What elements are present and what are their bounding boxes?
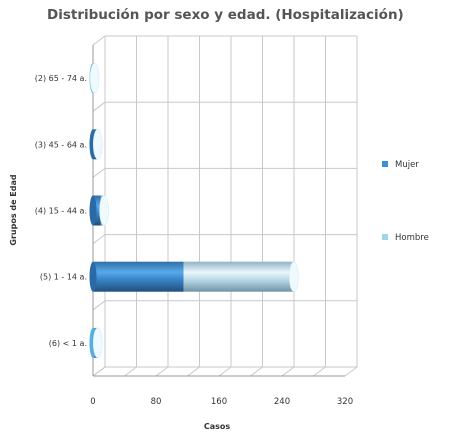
x-tick-label: 80 — [151, 397, 162, 407]
bar-cap-start — [89, 195, 97, 226]
y-tick-label: (4) 15 - 44 a. — [35, 207, 87, 216]
side-wall-line — [92, 35, 106, 46]
y-axis-title: Grupos de Edad — [9, 174, 18, 246]
y-tick-label: (6) < 1 a. — [49, 339, 87, 348]
x-tick-label: 160 — [211, 397, 227, 407]
x-tick-label: 320 — [337, 397, 353, 407]
side-wall-line — [92, 101, 106, 112]
bar-cap-end — [289, 261, 299, 292]
x-tick-label: 0 — [90, 397, 95, 407]
y-tick-label: (2) 65 - 74 a. — [35, 74, 87, 83]
bar-cap-end — [99, 195, 109, 226]
floor-grid-line — [218, 366, 232, 377]
side-wall-line — [92, 167, 106, 178]
bar-cap-end — [92, 129, 103, 160]
side-wall-line — [92, 234, 106, 245]
legend-swatch-mujer — [382, 161, 388, 167]
floor-grid-line — [313, 366, 326, 377]
y-axis-labels: (2) 65 - 74 a. (3) 45 - 64 a. (4) 15 - 44 … — [35, 74, 87, 348]
legend-swatch-hombre — [382, 234, 388, 240]
bar-cap-end — [89, 62, 100, 94]
y-tick-label: (5) 1 - 14 a. — [40, 273, 87, 282]
floor-grid-line — [344, 366, 358, 377]
floor-grid-line — [281, 366, 295, 377]
x-axis-ticks: 0 80 160 240 320 — [90, 397, 353, 407]
y-tick-label: (3) 45 - 64 a. — [35, 140, 87, 149]
x-tick-label: 240 — [274, 397, 290, 407]
x-axis-title: Casos — [204, 422, 231, 431]
bar-cap-start — [89, 261, 97, 292]
legend: Mujer Hombre — [382, 160, 429, 243]
chart-title: Distribución por sexo y edad. (Hospitali… — [47, 7, 404, 23]
legend-label-hombre: Hombre — [395, 233, 429, 243]
plot-grid — [92, 35, 358, 377]
side-wall-line — [92, 300, 106, 311]
floor-grid-line — [155, 366, 169, 377]
floor-grid-line — [187, 366, 200, 377]
bar-cap-end — [92, 327, 103, 359]
side-wall-line — [92, 366, 106, 377]
floor-grid-line — [250, 366, 263, 377]
bar-segment-mujer — [93, 195, 101, 226]
bar-segment-mujer — [93, 261, 184, 292]
bar-segment-hombre — [183, 261, 294, 292]
floor-grid-line — [124, 366, 137, 377]
bars — [89, 62, 299, 359]
legend-label-mujer: Mujer — [395, 160, 419, 170]
